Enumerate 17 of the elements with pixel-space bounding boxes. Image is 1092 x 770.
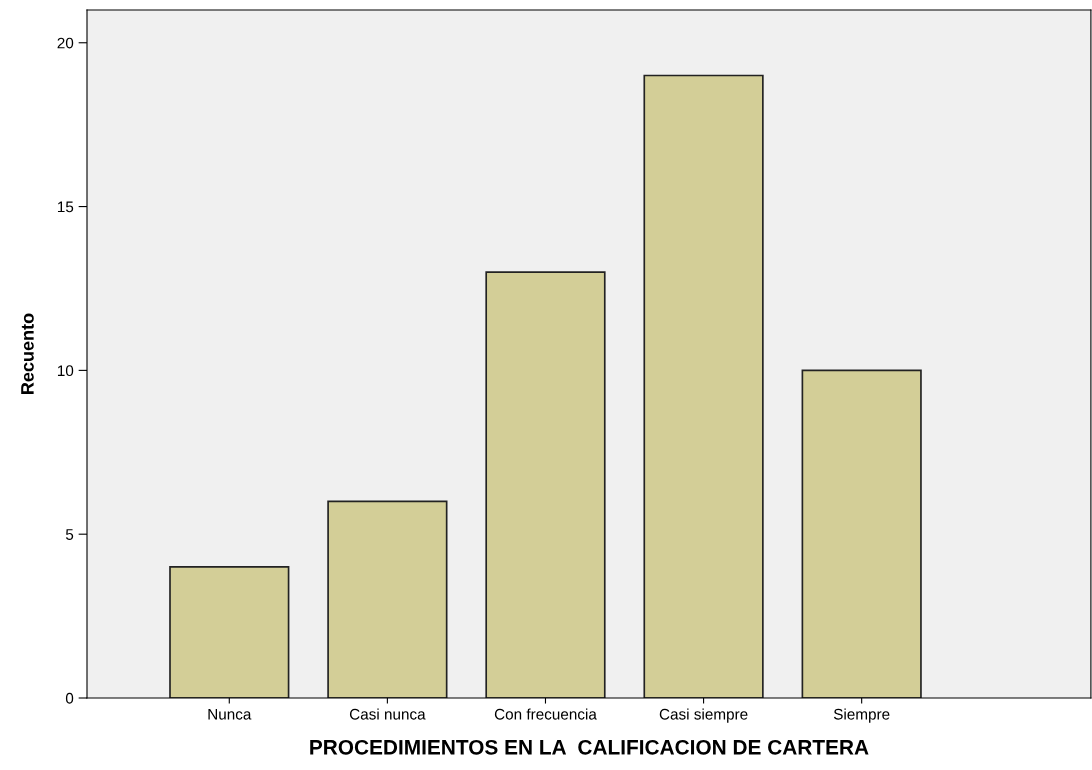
y-tick-label: 20: [57, 37, 74, 49]
x-axis-title: PROCEDIMIENTOS EN LA CALIFICACION DE CARTERA: [310, 739, 869, 755]
y-tick-label: 5: [65, 529, 74, 540]
x-tick-label: Casi siempre: [659, 708, 748, 723]
bar: [485, 271, 606, 698]
y-tick-label: 0: [65, 692, 74, 704]
y-axis-title: Recuento: [21, 313, 34, 394]
x-tick-label: Siempre: [833, 708, 890, 723]
x-tick-label: Nunca: [208, 708, 252, 720]
bar: [327, 500, 448, 698]
y-tick-label: 10: [57, 365, 74, 377]
x-tick-label: Casi nunca: [349, 708, 426, 720]
x-tick-label: Con frecuencia: [494, 708, 597, 720]
y-tick-label: 15: [57, 201, 74, 213]
bar: [801, 369, 922, 698]
bar: [643, 74, 764, 698]
bar: [169, 566, 290, 698]
